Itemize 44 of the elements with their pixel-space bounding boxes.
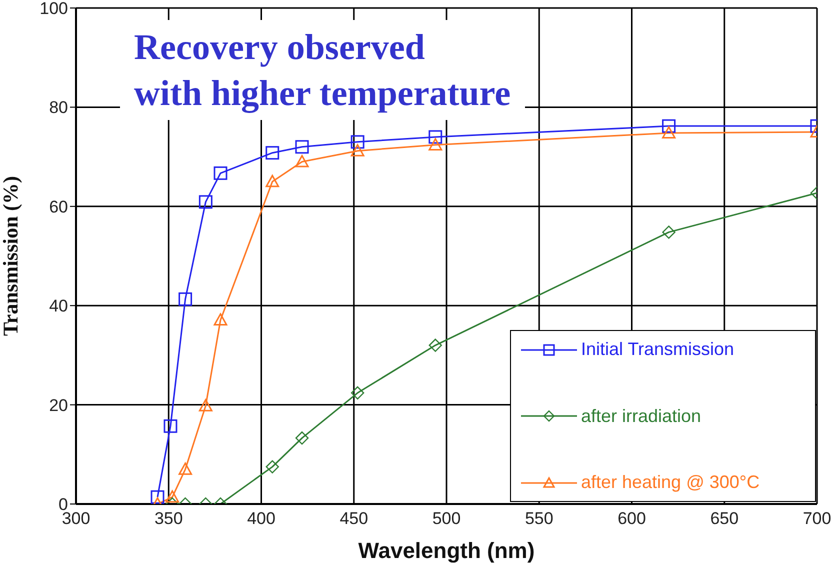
point — [150, 490, 164, 504]
point — [164, 419, 178, 433]
legend-label: Initial Transmission — [581, 339, 734, 360]
y-axis-title: Transmission (%) — [0, 176, 22, 336]
x-tick-label: 650 — [710, 509, 739, 528]
point — [662, 119, 676, 133]
point — [295, 140, 309, 154]
point — [266, 174, 280, 188]
x-tick-label: 400 — [247, 509, 276, 528]
point — [198, 399, 212, 412]
legend-label: after heating @ 300°C — [581, 472, 760, 493]
point — [428, 130, 442, 144]
point — [350, 135, 364, 149]
point — [178, 462, 192, 475]
point — [266, 460, 279, 474]
x-axis-title: Wavelength (nm) — [358, 538, 535, 563]
point — [662, 126, 676, 139]
legend-label: after irradiation — [581, 406, 702, 426]
y-tick-label: 100 — [40, 0, 68, 18]
x-tick-label: 350 — [154, 509, 183, 528]
point — [350, 386, 364, 400]
y-tick-label: 60 — [49, 197, 68, 216]
x-tick-label: 450 — [340, 509, 368, 528]
x-tick-label: 500 — [432, 509, 461, 528]
point — [295, 431, 309, 445]
point — [266, 146, 280, 160]
x-tick-label: 700 — [802, 509, 832, 528]
point — [295, 155, 309, 168]
y-tick-label: 80 — [49, 98, 68, 118]
point — [662, 226, 676, 239]
point — [214, 166, 228, 180]
x-tick-label: 300 — [62, 509, 90, 528]
x-tick-label: 550 — [524, 509, 554, 528]
point — [214, 313, 228, 326]
y-tick-label: 40 — [49, 296, 68, 316]
point — [198, 195, 212, 209]
x-tick-label: 600 — [618, 509, 646, 528]
point — [428, 138, 442, 150]
y-tick-label: 20 — [49, 396, 68, 415]
point — [178, 292, 192, 306]
point — [428, 338, 442, 352]
point — [166, 490, 180, 503]
text: Recovery observed with higher temperature — [134, 26, 511, 115]
point — [350, 144, 364, 156]
